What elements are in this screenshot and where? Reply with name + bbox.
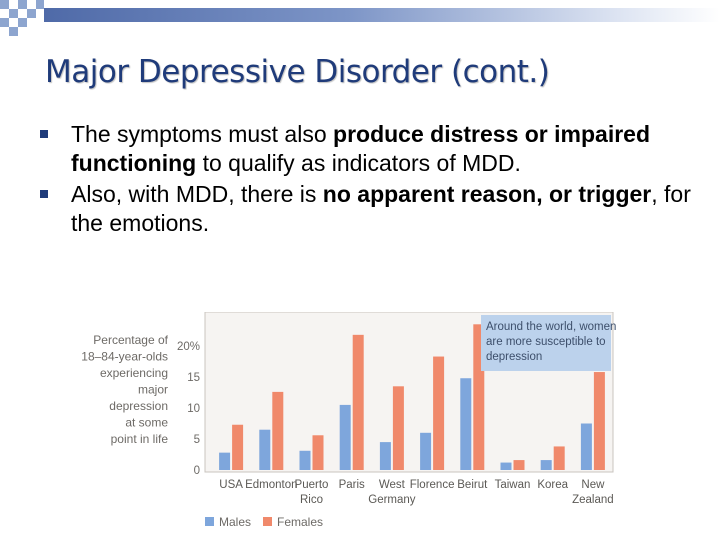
x-category-label: Korea [537,479,568,491]
female-bar [232,424,244,470]
y-axis-label-line: point in life [111,432,169,446]
bullet-text-bold: no apparent reason, or trigger [322,181,652,207]
x-category-label: New [581,479,605,491]
legend-swatch-males [205,517,214,526]
male-bar [339,404,351,470]
x-category-label: Rico [300,494,323,506]
y-axis-label-line: depression [109,399,168,413]
female-bar [593,372,605,470]
x-category-label: Zealand [572,494,614,506]
female-bar [473,324,485,470]
bullet-list: The symptoms must also produce distress … [40,120,700,240]
x-category-label: Puerto [295,479,329,491]
corner-checker-decoration [0,0,44,40]
y-tick-label: 20% [177,341,200,353]
female-bar [272,391,284,470]
bullet-text-segment: Also, with MDD, there is [71,181,323,207]
legend-swatch-females [263,517,272,526]
male-bar [420,432,432,470]
x-category-label: Florence [410,479,455,491]
bullet-text-segment: The symptoms must also [71,121,334,147]
y-axis-label-line: Percentage of [93,333,168,347]
depression-bar-chart: Percentage of 18–84-year-olds experiencing… [76,311,616,540]
y-axis-label-line: 18–84-year-olds [81,350,168,364]
x-category-label: Edmonton [245,479,297,491]
female-bar [352,334,364,470]
x-category-label: Beirut [457,479,488,491]
x-category-label: USA [219,479,243,491]
male-bar [299,450,311,470]
bullet-text: Also, with MDD, there is no apparent rea… [71,181,691,236]
x-category-label: Taiwan [495,479,531,491]
bullet-text: The symptoms must also produce distress … [71,121,650,176]
slide-title: Major Depressive Disorder (cont.) [45,54,550,90]
y-axis-label-line: experiencing [100,366,168,380]
male-bar [259,429,271,470]
bullet-text-segment: , for the emotions. [71,181,691,236]
y-tick-label: 5 [194,434,200,446]
female-bar [392,386,404,470]
y-tick-label: 0 [194,465,200,477]
chart-annotation-text: Around the world, women [486,321,616,333]
bullet-text-bold: produce distress or impaired functioning [71,121,651,176]
legend-label: Males [219,515,251,529]
x-category-label: Paris [339,479,365,491]
male-bar [460,378,472,470]
y-tick-label: 15 [187,372,200,384]
female-bar [553,446,565,470]
legend-label: Females [277,515,323,529]
female-bar [312,435,324,470]
bullet-item: The symptoms must also produce distress … [40,120,700,178]
chart-annotation-text: depression [486,351,542,363]
chart-annotation-text: are more susceptible to [486,336,606,348]
male-bar [580,423,592,470]
y-axis-label-line: major [138,383,168,397]
title-accent-bar [44,8,720,22]
bullet-text-segment: to qualify as indicators of MDD. [196,150,521,176]
male-bar [500,462,512,470]
female-bar [433,356,445,470]
x-category-label: West [379,479,406,491]
chart-annotation-box [481,315,611,371]
female-bar [513,460,525,470]
male-bar [379,442,391,470]
bullet-square-icon [40,190,48,198]
male-bar [219,452,231,470]
x-category-label: Germany [368,494,416,506]
male-bar [540,460,552,470]
bullet-square-icon [40,130,48,138]
chart-svg: Percentage of 18–84-year-olds experiencing… [81,311,616,529]
y-tick-label: 10 [187,403,200,415]
y-axis-label-line: at some [125,416,168,430]
bullet-item: Also, with MDD, there is no apparent rea… [40,180,700,238]
